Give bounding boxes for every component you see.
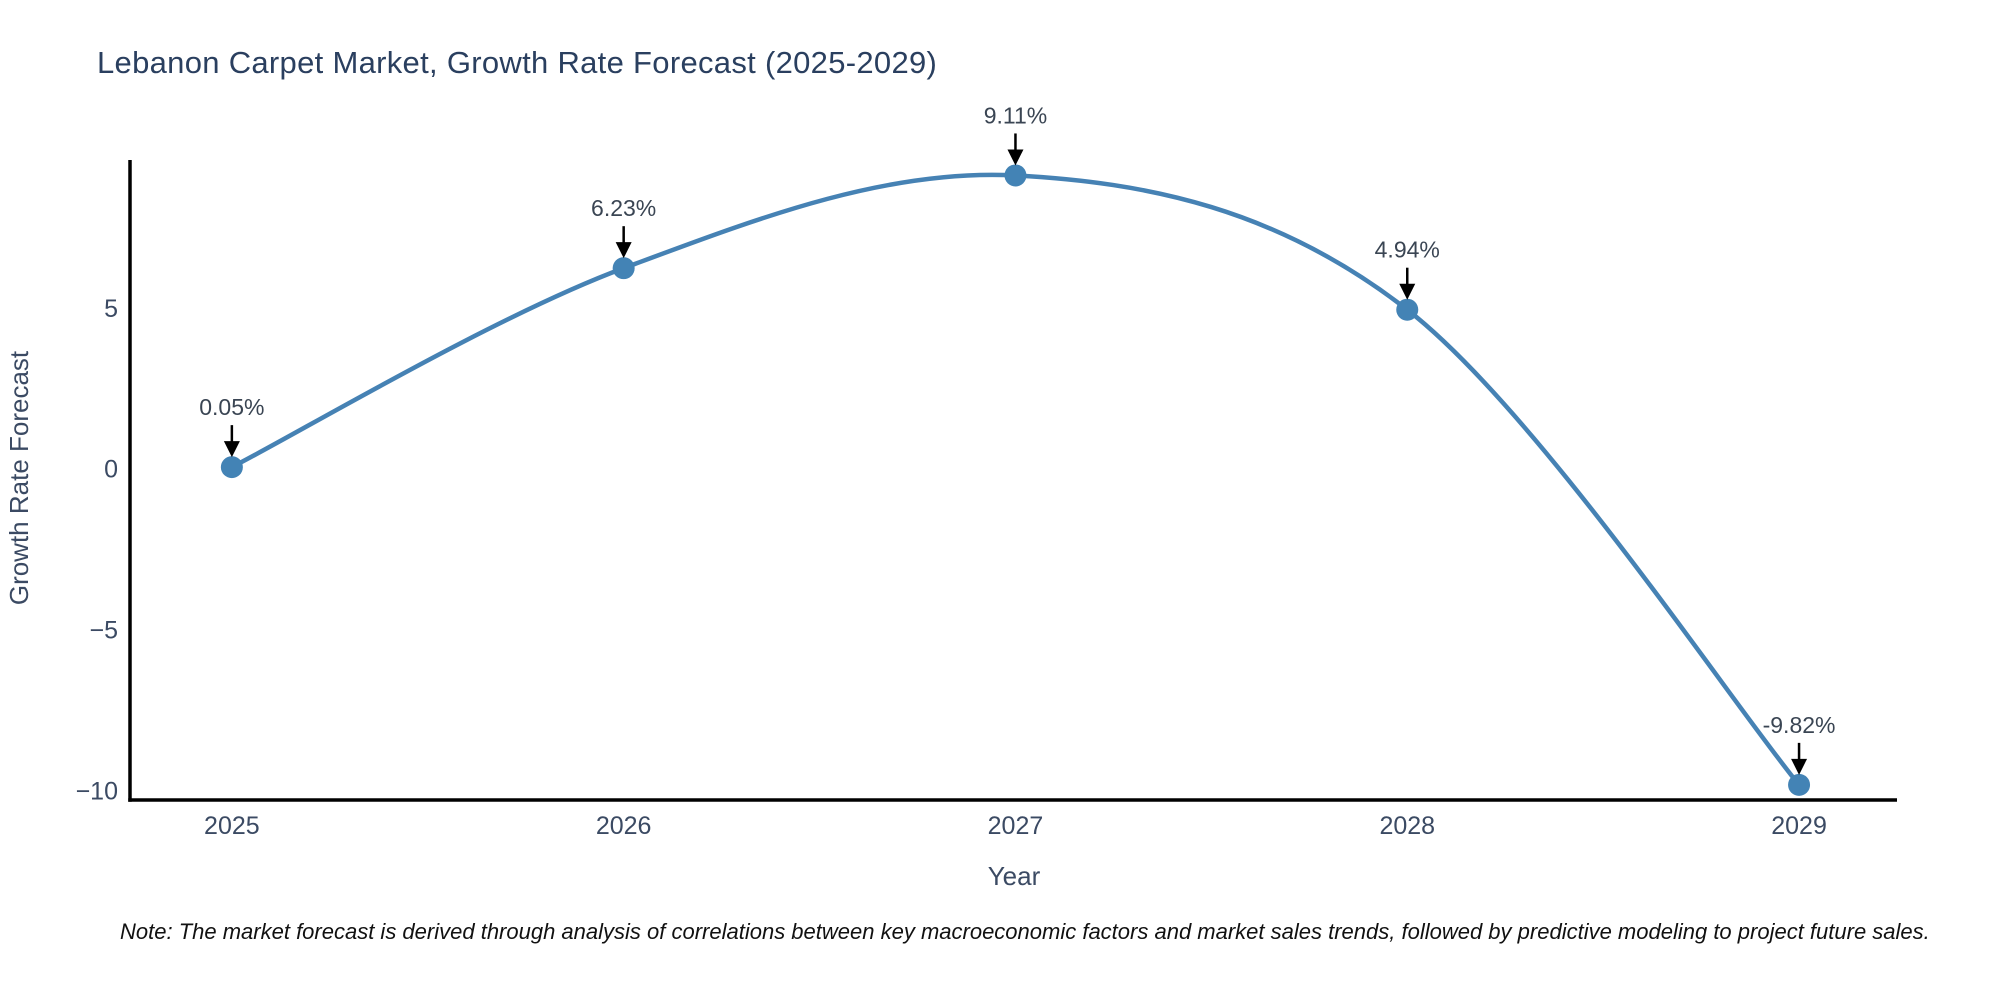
y-axis-label: Growth Rate Forecast — [4, 350, 34, 605]
annotation-label: 6.23% — [591, 195, 656, 221]
x-tick-labels: 2025 2026 2027 2028 2029 — [204, 812, 1827, 840]
x-tick-label: 2029 — [1771, 812, 1827, 840]
forecast-line-path — [230, 172, 1801, 787]
annotation-label: 0.05% — [199, 394, 264, 420]
annotation-label: 4.94% — [1375, 237, 1440, 263]
chart-title: Lebanon Carpet Market, Growth Rate Forec… — [97, 45, 937, 80]
annotation-label: -9.82% — [1763, 712, 1836, 738]
annotation-arrowhead — [223, 441, 240, 458]
footnote: Note: The market forecast is derived thr… — [120, 919, 1930, 944]
x-axis-label: Year — [988, 861, 1041, 891]
x-tick-label: 2028 — [1379, 812, 1435, 840]
annotation-arrowhead — [1007, 149, 1024, 166]
point-annotations: 0.05% 6.23% 9.11% 4.94% -9.82% — [199, 102, 1836, 775]
data-point-marker — [612, 257, 635, 280]
annotation-arrowhead — [1399, 283, 1416, 300]
x-tick-label: 2025 — [204, 812, 260, 840]
y-tick-labels: 5 0 −5 −10 — [76, 295, 118, 806]
annotation-arrowhead — [615, 242, 632, 259]
y-tick-label: −10 — [76, 778, 118, 806]
x-tick-label: 2026 — [596, 812, 652, 840]
x-tick-label: 2027 — [988, 812, 1044, 840]
y-tick-label: 5 — [104, 295, 118, 323]
data-point-marker — [220, 456, 243, 479]
data-point-marker — [1788, 773, 1811, 796]
annotation-arrowhead — [1791, 758, 1808, 775]
data-point-marker — [1396, 298, 1419, 321]
forecast-line — [230, 172, 1801, 787]
annotation-label: 9.11% — [984, 102, 1048, 128]
y-tick-label: 0 — [104, 456, 118, 484]
y-tick-label: −5 — [89, 617, 118, 645]
data-point-markers — [220, 164, 1811, 796]
data-point-marker — [1004, 164, 1027, 187]
